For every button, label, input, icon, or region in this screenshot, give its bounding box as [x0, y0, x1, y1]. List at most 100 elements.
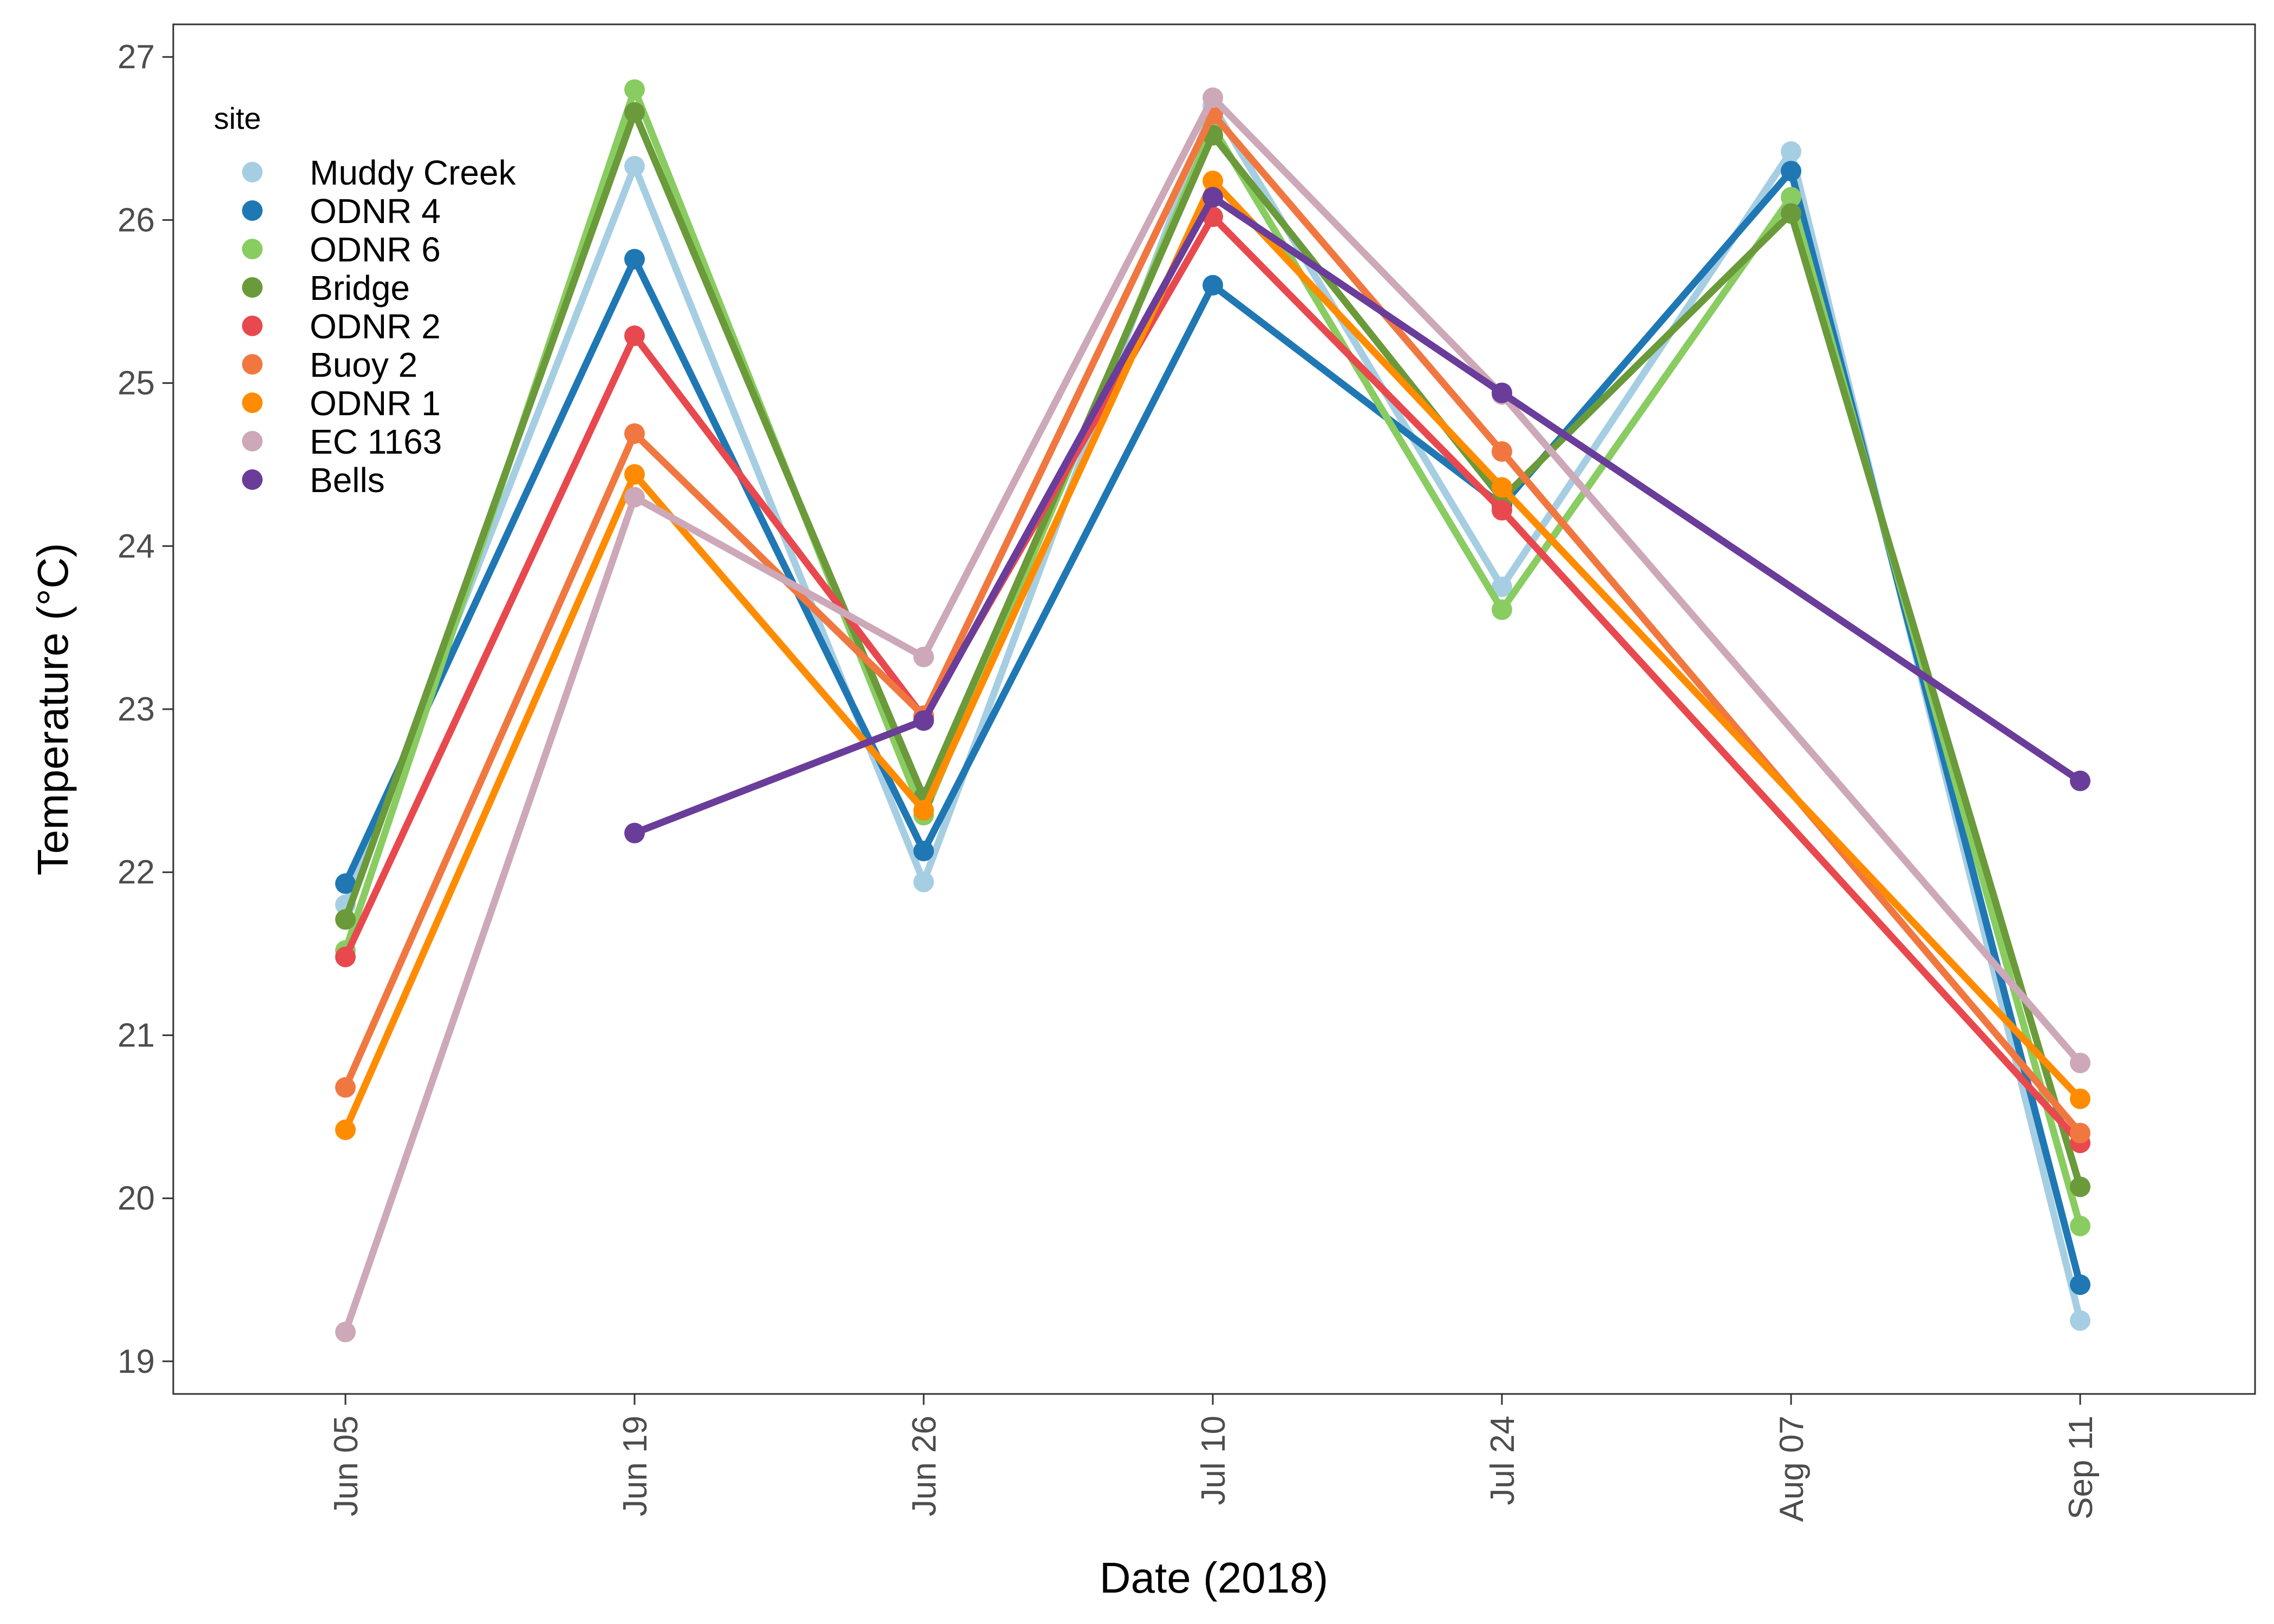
x-tick-label: Jun 26	[906, 1416, 943, 1516]
data-point	[2070, 1215, 2090, 1236]
legend-key	[242, 316, 263, 336]
data-point	[335, 909, 356, 930]
data-point	[624, 822, 645, 843]
series-layer	[335, 79, 2090, 1343]
series-line	[342, 213, 2084, 1147]
legend-label: ODNR 6	[310, 230, 441, 269]
series-line	[342, 177, 2084, 1134]
legend-item-odnr-2: ODNR 2	[242, 307, 441, 346]
data-point	[1203, 187, 1223, 208]
legend-key	[242, 392, 263, 413]
data-point	[1781, 161, 1801, 182]
legend-item-muddy-creek: Muddy Creek	[242, 153, 517, 192]
legend-item-odnr-4: ODNR 4	[242, 192, 441, 231]
legend-key	[242, 354, 263, 375]
series-line	[342, 94, 2084, 1335]
legend-key	[242, 431, 263, 451]
x-tick-label: Jul 24	[1484, 1416, 1521, 1505]
x-tick-label: Jun 19	[617, 1416, 654, 1516]
data-point	[335, 1119, 356, 1141]
legend-label: Bridge	[310, 269, 410, 307]
y-tick-label: 27	[117, 38, 155, 76]
legend-key	[242, 200, 263, 221]
x-axis-title: Date (2018)	[1100, 1554, 1328, 1602]
legend-key	[242, 469, 263, 490]
data-point	[1203, 274, 1223, 296]
legend-label: ODNR 1	[310, 384, 441, 423]
data-point	[624, 248, 645, 270]
data-point	[624, 325, 645, 346]
legend-label: Muddy Creek	[310, 153, 517, 192]
y-tick-label: 19	[117, 1343, 155, 1380]
data-point	[1781, 203, 1801, 224]
x-tick-label: Jun 05	[328, 1416, 365, 1516]
y-tick-label: 21	[117, 1017, 155, 1054]
y-tick-label: 20	[117, 1180, 155, 1217]
data-point	[335, 1077, 356, 1098]
data-point	[624, 156, 645, 177]
data-point	[1492, 477, 1512, 498]
data-point	[335, 1321, 356, 1343]
y-axis-title: Temperature (°C)	[29, 543, 77, 875]
data-point	[1203, 171, 1223, 192]
data-point	[1492, 599, 1512, 620]
legend-key	[242, 277, 263, 298]
series-odnr-1	[335, 171, 2090, 1141]
legend-label: Buoy 2	[310, 345, 417, 384]
legend-item-ec-1163: EC 1163	[242, 422, 442, 461]
data-point	[624, 464, 645, 485]
legend-item-odnr-1: ODNR 1	[242, 384, 441, 423]
data-point	[1492, 500, 1512, 521]
data-point	[1492, 382, 1512, 403]
legend-item-buoy-2: Buoy 2	[242, 345, 417, 384]
data-point	[1203, 87, 1223, 108]
legend-key	[242, 162, 263, 182]
plot-panel-border	[172, 23, 2256, 1395]
data-point	[1781, 141, 1801, 162]
legend-title: site	[214, 101, 261, 135]
y-tick-label: 24	[117, 528, 155, 565]
x-axis: Jun 05 Jun 19 Jun 26 Jul 10 Jul 24 Aug 07 Sep …	[328, 1394, 2100, 1522]
x-tick-label: Sep 11	[2062, 1416, 2100, 1520]
data-point	[2070, 1176, 2090, 1197]
data-point	[1492, 577, 1512, 598]
y-tick-label: 23	[117, 691, 155, 728]
legend-label: ODNR 2	[310, 307, 441, 346]
series-bells	[624, 187, 2090, 843]
data-point	[624, 79, 645, 100]
x-tick-label: Aug 07	[1773, 1416, 1811, 1522]
data-point	[2070, 1274, 2090, 1295]
x-tick-label: Jul 10	[1195, 1416, 1232, 1505]
data-point	[913, 841, 934, 862]
data-point	[2070, 1123, 2090, 1144]
data-point	[1492, 441, 1512, 462]
y-tick-label: 25	[117, 365, 155, 402]
data-point	[2070, 1088, 2090, 1109]
data-point	[913, 710, 934, 731]
data-point	[913, 872, 934, 893]
y-axis: 19 20 21 22 23 24 25 26 27	[117, 38, 173, 1380]
data-point	[335, 946, 356, 967]
legend-label: Bells	[310, 461, 385, 500]
data-point	[624, 102, 645, 123]
data-point	[913, 646, 934, 667]
data-point	[1781, 187, 1801, 208]
legend-label: EC 1163	[310, 422, 442, 461]
series-line	[342, 110, 2084, 1137]
legend-item-bridge: Bridge	[242, 269, 410, 307]
data-point	[2070, 1310, 2090, 1331]
y-tick-label: 22	[117, 854, 155, 891]
data-point	[624, 487, 645, 508]
data-point	[2070, 770, 2090, 791]
data-point	[913, 800, 934, 821]
legend-key	[242, 239, 263, 259]
data-point	[2070, 1052, 2090, 1073]
y-tick-label: 26	[117, 201, 155, 239]
data-point	[624, 423, 645, 444]
legend-item-bells: Bells	[242, 461, 385, 500]
legend-item-odnr-6: ODNR 6	[242, 230, 441, 269]
legend-label: ODNR 4	[310, 192, 441, 231]
data-point	[335, 873, 356, 894]
